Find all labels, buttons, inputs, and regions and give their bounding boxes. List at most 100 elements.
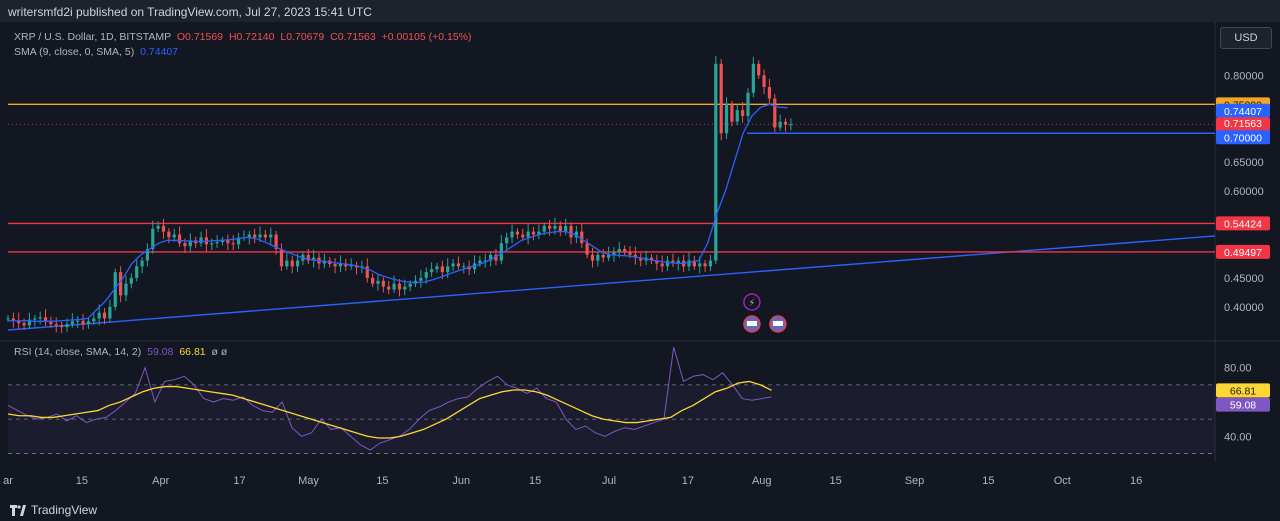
candle-body	[279, 248, 284, 267]
candle-body	[526, 231, 530, 238]
candle-body	[349, 265, 353, 267]
candle	[590, 247, 595, 268]
candle	[601, 248, 605, 263]
candle-body	[306, 254, 310, 261]
candle	[269, 227, 273, 245]
candle	[151, 220, 155, 254]
candle-body	[392, 283, 396, 290]
candle-body	[665, 260, 670, 267]
candle	[633, 246, 637, 265]
candle	[451, 258, 455, 271]
label-049497-bg	[1216, 244, 1270, 259]
candle-body	[708, 260, 713, 267]
candle-body	[92, 318, 96, 322]
x-tick-label: May	[298, 475, 319, 487]
candle-body	[145, 248, 150, 261]
candle	[285, 252, 289, 270]
x-tick-label: 15	[982, 475, 994, 487]
candle	[392, 275, 396, 293]
candle-body	[698, 263, 702, 267]
candle	[199, 231, 203, 247]
candle	[714, 55, 718, 265]
candle-body	[172, 234, 176, 238]
candle-body	[135, 266, 139, 278]
x-tick-label: Jun	[452, 475, 470, 487]
currency-selector[interactable]: USD	[1220, 27, 1272, 49]
candle-body	[580, 231, 584, 244]
candle	[263, 229, 267, 241]
candle	[703, 259, 707, 273]
candle-body	[124, 283, 128, 296]
open-value: O0.71569	[176, 31, 224, 43]
candle-body	[462, 266, 466, 268]
candle-body	[108, 306, 112, 319]
candle	[274, 231, 278, 255]
candle	[665, 255, 670, 271]
candle	[783, 118, 788, 132]
candle-body	[612, 251, 616, 255]
candle-body	[564, 225, 568, 232]
last-price-text: 0.71563	[1224, 118, 1262, 130]
rsi-extra: ø ø	[211, 346, 228, 358]
candle-body	[585, 243, 589, 255]
candle	[462, 262, 466, 274]
candle-body	[38, 317, 42, 319]
publisher-info: writersmfd2i published on TradingView.co…	[8, 5, 372, 19]
label-070: 0.70000	[1216, 130, 1270, 145]
candle	[762, 69, 766, 94]
candle-body	[483, 260, 487, 262]
candle	[102, 308, 107, 325]
candle	[60, 321, 64, 333]
candle	[478, 255, 482, 267]
candle	[724, 97, 729, 140]
candle	[499, 235, 503, 265]
label-049497-text: 0.49497	[1224, 247, 1262, 259]
candle-body	[510, 231, 514, 238]
candle-body	[151, 228, 155, 249]
candle-body	[177, 234, 182, 244]
candle	[639, 253, 643, 267]
candle	[204, 229, 209, 252]
candle-body	[312, 257, 316, 261]
candle-body	[17, 320, 21, 324]
x-tick-label: 17	[682, 475, 694, 487]
candle-body	[371, 277, 375, 284]
candle-body	[65, 324, 69, 328]
candle	[708, 254, 713, 271]
candle-body	[76, 320, 80, 322]
candle	[145, 243, 150, 267]
label-070-text: 0.70000	[1224, 132, 1262, 144]
candle	[215, 235, 219, 248]
candle	[220, 236, 225, 246]
candle-body	[43, 317, 48, 322]
candle	[354, 261, 359, 275]
candle-body	[703, 263, 707, 267]
candle-body	[440, 266, 444, 273]
candle	[119, 266, 123, 303]
flag-stripe	[772, 321, 783, 326]
candle-body	[558, 225, 562, 232]
chart-canvas[interactable]: 0.40000 0.45000 0.60000 0.65000 0.80000 ar 15 A…	[0, 22, 1280, 497]
rsi-value: 59.08	[147, 346, 174, 358]
candle-body	[430, 269, 434, 273]
candle	[349, 258, 353, 270]
candle-body	[783, 121, 788, 125]
candle-body	[210, 243, 214, 245]
candle	[38, 311, 42, 325]
candle	[108, 299, 112, 324]
close-value: C0.71563	[330, 31, 376, 43]
candle	[43, 309, 48, 326]
candle-body	[397, 283, 402, 290]
x-tick-label: Jul	[602, 475, 616, 487]
candle	[140, 257, 144, 274]
candle-body	[451, 263, 455, 267]
candle	[194, 236, 198, 248]
candle	[76, 316, 80, 329]
candle	[430, 262, 434, 277]
candle	[472, 255, 477, 274]
candle	[161, 218, 166, 239]
candle	[290, 255, 294, 274]
candle	[778, 114, 782, 131]
candle-body	[295, 260, 300, 267]
candle-body	[488, 254, 493, 261]
